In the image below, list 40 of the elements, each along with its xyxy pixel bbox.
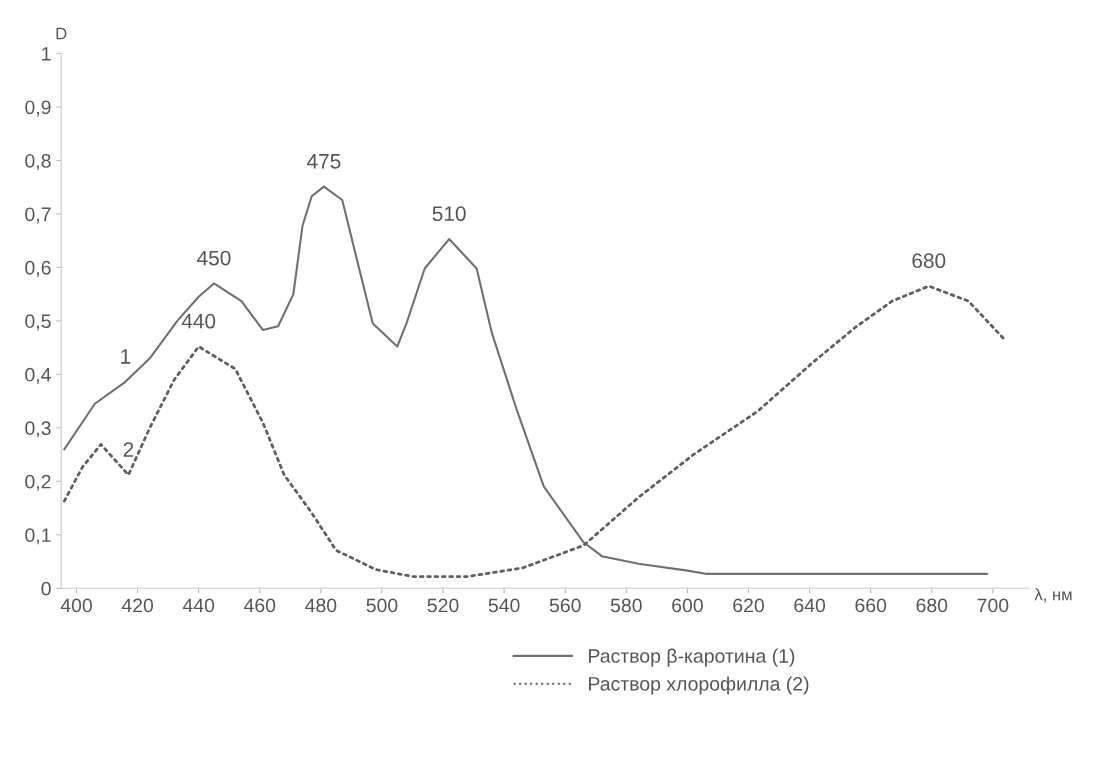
x-tick-label: 400 [60, 598, 92, 613]
annotation: 510 [432, 206, 466, 222]
x-tick-label: 620 [733, 598, 764, 613]
x-tick-label: 480 [305, 598, 337, 613]
x-tick-label: 500 [366, 598, 398, 613]
x-tick-label: 440 [182, 598, 215, 613]
y-tick-label: 0,5 [25, 314, 51, 331]
annotation: 440 [181, 313, 216, 329]
y-tick-label: 0,7 [25, 207, 51, 224]
legend-label: Раствор β-каротина (1) [589, 648, 795, 667]
y-axis-title: D [56, 27, 67, 40]
x-tick-label: 580 [610, 598, 642, 613]
x-tick-label: 680 [916, 598, 948, 613]
legend-label: Раствор хлорофилла (2) [589, 676, 809, 695]
x-tick-label: 600 [672, 598, 703, 613]
annotation: 680 [912, 253, 946, 269]
x-tick-label: 460 [243, 598, 276, 613]
y-tick-label: 0,8 [25, 153, 51, 170]
line-series [63, 185, 988, 575]
y-tick-label: 0,3 [25, 421, 51, 438]
annotation: 450 [197, 250, 231, 266]
y-tick-label: 0,1 [25, 528, 51, 545]
y-tick-label: 0 [41, 581, 51, 596]
x-tick-label: 640 [794, 598, 826, 613]
annotation: 1 [121, 349, 131, 364]
annotation: 2 [123, 442, 134, 457]
x-tick-label: 660 [855, 598, 887, 613]
x-tick-label: 700 [977, 598, 1009, 613]
y-tick-label: 0,4 [25, 367, 51, 384]
x-tick-label: 540 [488, 598, 520, 613]
y-tick-label: 1 [42, 47, 51, 61]
x-tick-label: 420 [121, 598, 154, 613]
line-series [62, 284, 1007, 578]
x-tick-label: 560 [549, 598, 581, 613]
y-tick-label: 0,9 [25, 100, 51, 117]
x-axis-title: λ, нм [1034, 588, 1072, 603]
annotation: 475 [307, 154, 341, 169]
y-tick-label: 0,2 [25, 474, 51, 491]
x-tick-label: 520 [427, 598, 459, 613]
y-tick-label: 0,6 [25, 260, 51, 277]
